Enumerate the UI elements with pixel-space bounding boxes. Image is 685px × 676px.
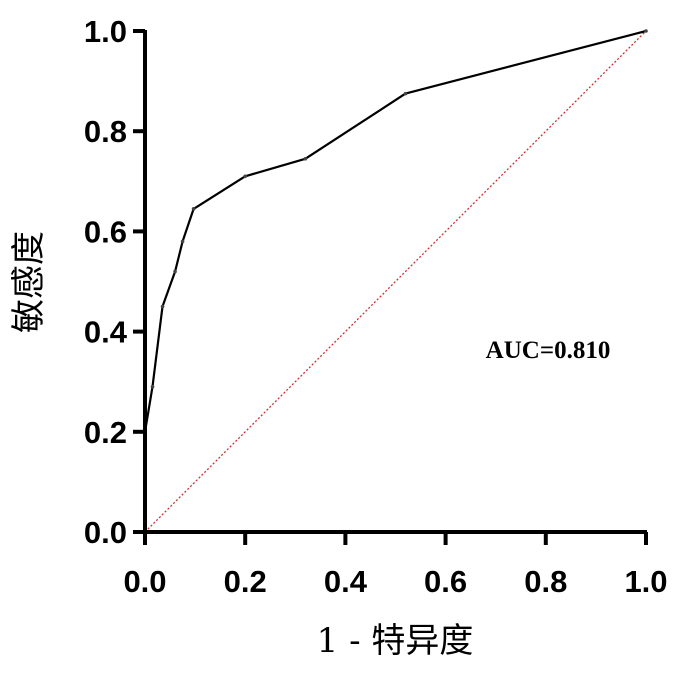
roc-point: [173, 269, 177, 274]
roc-curve-line: [143, 29, 647, 532]
y-tick-label: 1.0: [84, 14, 127, 49]
x-tick-label: 0.6: [424, 564, 467, 599]
x-axis-ticks: 0.0 0.2 0.4 0.6 0.8 1.0: [123, 532, 668, 599]
roc-point: [160, 304, 165, 309]
y-tick-label: 0.0: [84, 515, 127, 550]
x-tick-label: 0.4: [324, 564, 368, 599]
roc-point: [180, 239, 185, 244]
reference-diagonal-line: [144, 30, 647, 533]
roc-point: [191, 207, 196, 211]
roc-point: [403, 91, 408, 96]
y-tick-label: 0.4: [84, 315, 128, 350]
series-layer: [143, 29, 648, 534]
roc-point: [644, 29, 648, 33]
x-tick-label: 0.2: [224, 564, 267, 599]
x-tick-label: 1.0: [624, 564, 667, 599]
y-axis-ticks: 0.0 0.2 0.4 0.6 0.8 1.0: [84, 14, 145, 550]
x-tick-label: 0.8: [524, 564, 567, 599]
auc-annotation: AUC=0.810: [486, 337, 611, 364]
roc-point: [243, 174, 247, 179]
roc-point: [303, 156, 308, 161]
y-tick-label: 0.8: [84, 114, 127, 149]
roc-point: [150, 384, 155, 389]
y-axis-title: 敏感度: [9, 231, 49, 333]
x-axis-title: 1 - 特异度: [317, 621, 474, 661]
x-tick-label: 0.0: [123, 564, 166, 599]
y-tick-label: 0.2: [84, 415, 127, 450]
y-tick-label: 0.6: [84, 214, 127, 249]
